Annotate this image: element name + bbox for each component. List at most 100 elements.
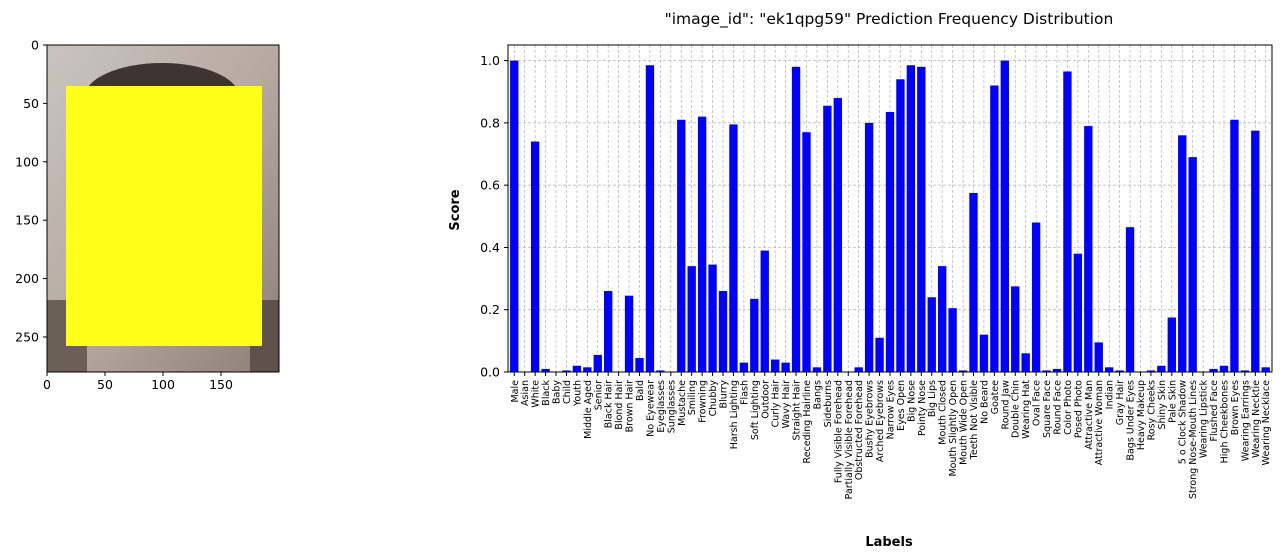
bar: [1240, 370, 1250, 372]
x-tick-label: No Beard: [979, 380, 990, 424]
bar: [906, 65, 916, 372]
x-tick-label: Child: [562, 380, 573, 404]
bar: [739, 362, 749, 372]
x-tick-label: Indian: [1105, 380, 1116, 409]
x-tick-label: Black: [541, 380, 552, 406]
bar: [1094, 342, 1103, 372]
x-tick-label: Outdoor: [760, 380, 771, 419]
x-tick-label: Round Jaw: [1000, 380, 1011, 430]
x-tick-label: Narrow Eyes: [886, 380, 897, 439]
x-tick-label: Sideburns: [823, 380, 834, 427]
x-tick-label: Sunglasses: [666, 380, 677, 433]
image-y-axis: 0 50 100 150 200 250: [15, 38, 47, 344]
x-tick-label: Rosy Cheeks: [1146, 380, 1157, 440]
x-tick-label: Partially Visible Forehead: [844, 380, 855, 499]
x-tick-label: Flash: [739, 380, 750, 405]
y-axis: 0.0 0.2 0.4 0.6 0.8 1.0: [480, 53, 508, 380]
x-tick-label: Bangs: [812, 380, 823, 409]
bar: [833, 97, 842, 372]
bar: [750, 298, 759, 372]
bar: [938, 266, 947, 372]
x-tick-label: Flushed Face: [1209, 380, 1220, 442]
x-tick-label: Pointy Nose: [917, 380, 928, 436]
bar-chart: "image_id": "ek1qpg59" Prediction Freque…: [448, 10, 1273, 550]
x-tick-label: Male: [510, 380, 521, 403]
bar: [645, 65, 655, 372]
bar: [562, 370, 571, 372]
x-tick-label: Middle Aged: [583, 380, 594, 439]
x-tick-label: Blond Hair: [614, 380, 625, 430]
bar: [530, 141, 540, 372]
image-y-tick-label: 200: [15, 271, 39, 286]
bar: [1073, 253, 1083, 372]
bar: [791, 66, 801, 373]
chart-title: "image_id": "ek1qpg59" Prediction Freque…: [665, 10, 1114, 29]
x-tick-label: Double Chin: [1011, 380, 1022, 438]
bar: [948, 308, 957, 372]
x-tick-label: Senior: [593, 380, 604, 410]
bar: [760, 250, 769, 372]
image-panel: 0 50 100 150 0 50 100 150 200 250: [15, 38, 280, 392]
x-tick-label: Big Lips: [927, 380, 938, 417]
bar: [802, 132, 811, 372]
x-tick-label: Chubby: [708, 380, 719, 417]
x-axis-label: Labels: [865, 535, 913, 550]
x-tick-label: Receding Hairline: [802, 380, 813, 464]
x-tick-label: Heavy Makeup: [1136, 380, 1147, 450]
bar: [885, 111, 895, 372]
bar: [677, 119, 686, 372]
x-tick-label: Wearing Earrings: [1240, 380, 1251, 461]
x-tick-label: Color Photo: [1063, 380, 1074, 435]
bar: [854, 367, 863, 372]
x-tick-label: Straight Hair: [792, 380, 803, 441]
y-tick-label: 0.6: [480, 178, 500, 193]
bar: [896, 79, 905, 372]
x-tick-label: Strong Nose-Mouth Lines: [1188, 380, 1199, 499]
image-y-tick-label: 150: [15, 213, 39, 228]
y-tick-label: 0.0: [480, 365, 500, 380]
bar: [656, 370, 665, 372]
bar: [979, 334, 989, 372]
x-tick-label: Baby: [552, 380, 563, 404]
bar: [1052, 368, 1062, 372]
bar: [1167, 317, 1176, 372]
bar: [771, 359, 780, 372]
x-tick-label: High Cheekbones: [1219, 380, 1230, 463]
bar: [510, 60, 519, 372]
x-tick-label: Mouth Slightly Open: [948, 380, 959, 477]
bar: [1042, 370, 1051, 372]
bar: [583, 367, 592, 372]
x-tick-label: Fully Visible Forehead: [833, 380, 844, 483]
x-tick-label: Bags Under Eyes: [1126, 380, 1137, 461]
image-x-tick-label: 0: [43, 377, 51, 392]
y-tick-label: 1.0: [480, 53, 500, 68]
x-tick-label: Big Nose: [906, 380, 917, 422]
image-y-tick-label: 250: [15, 329, 39, 344]
bar: [1146, 370, 1156, 372]
x-tick-label: Blurry: [719, 380, 730, 409]
x-tick-label: Pale Skin: [1167, 380, 1178, 423]
bar: [572, 365, 582, 372]
x-tick-label: Wavy Hair: [781, 380, 792, 428]
bar: [593, 354, 602, 372]
x-tick-label: Eyeglasses: [656, 380, 667, 433]
x-tick-label: No Eyewear: [645, 380, 656, 437]
x-tick-label: Brown Hair: [625, 380, 636, 432]
image-y-tick-label: 0: [31, 38, 39, 53]
bar: [1011, 286, 1020, 372]
y-tick-label: 0.4: [480, 240, 500, 255]
face-redaction-box: [66, 86, 262, 346]
bar: [917, 66, 926, 373]
x-tick-label: Obstructed Forehead: [854, 380, 865, 480]
bar: [1209, 368, 1218, 372]
x-tick-label: Bald: [635, 380, 646, 401]
x-tick-label: Oval Face: [1032, 380, 1043, 426]
bar: [781, 362, 790, 372]
bar: [624, 295, 634, 372]
bar: [1178, 135, 1187, 372]
x-tick-label: Wearing Lipstick: [1199, 380, 1210, 459]
x-tick-label: Wearing Necklace: [1261, 380, 1272, 465]
bar: [1021, 353, 1030, 372]
bar: [1115, 370, 1124, 372]
